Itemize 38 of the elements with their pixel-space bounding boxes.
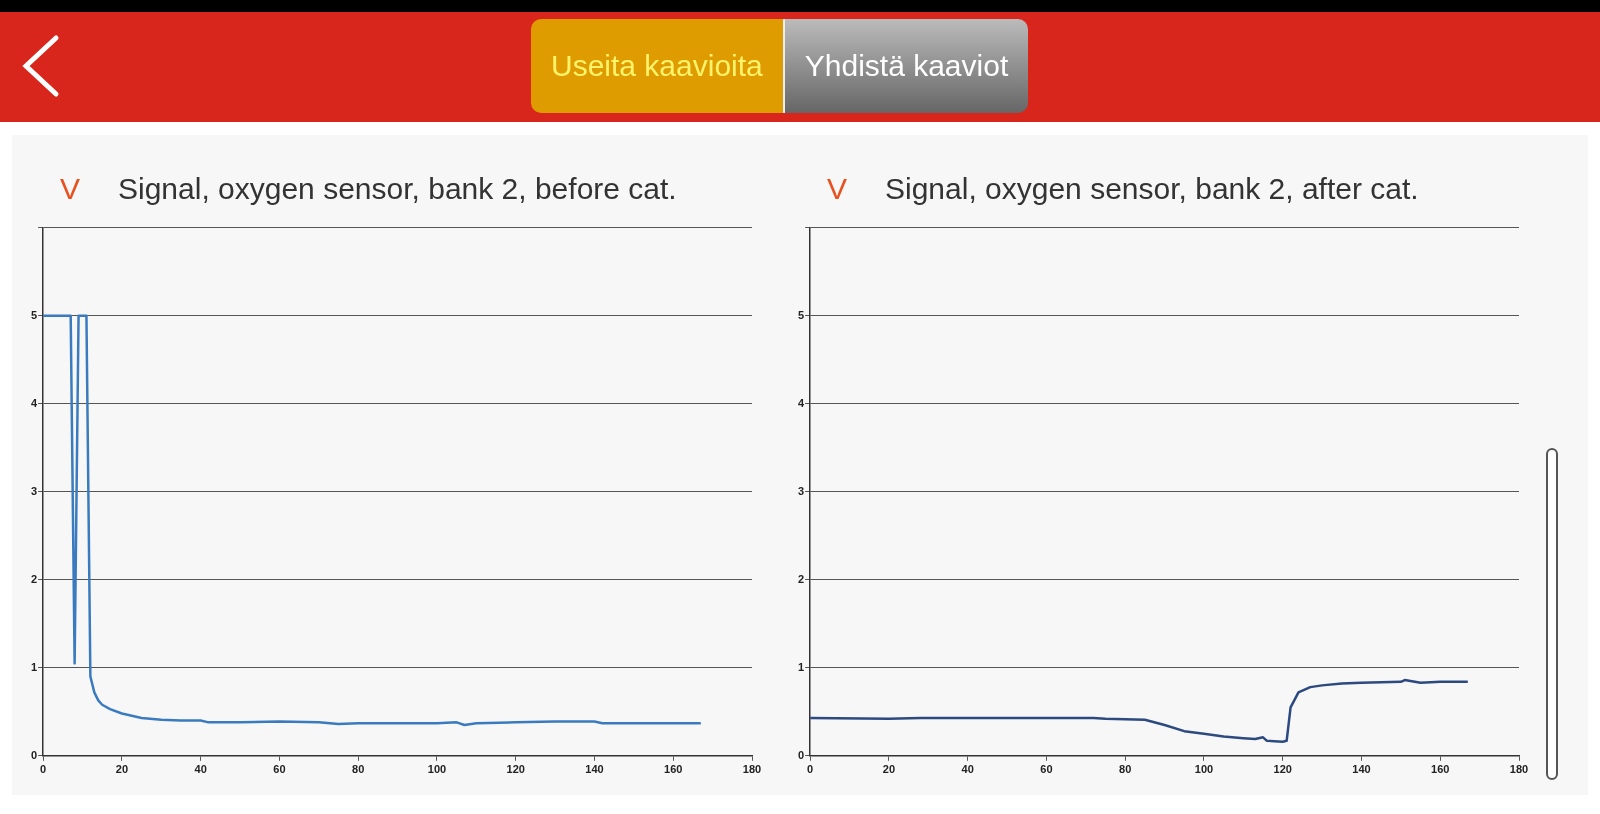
x-tick-label: 180 <box>1509 763 1529 776</box>
x-tick-label: 100 <box>1194 763 1214 776</box>
y-axis-title: V <box>60 172 81 206</box>
y-tick-label: 0 <box>30 748 38 761</box>
y-tick-label: 4 <box>30 396 38 409</box>
x-tick-label: 20 <box>115 763 129 776</box>
text: Yhdistä kaaviot <box>782 19 1029 113</box>
chart-title: Signal, oxygen sensor, bank 2, after cat. <box>885 172 1419 206</box>
y-tick-label: 2 <box>30 572 38 585</box>
y-tick-label: 3 <box>797 484 805 497</box>
x-tick-label: 0 <box>40 763 47 776</box>
y-tick-label: 1 <box>30 660 38 673</box>
x-tick-label: 160 <box>1431 763 1450 776</box>
x-tick-label: 40 <box>961 763 974 776</box>
x-tick-label: 160 <box>664 763 683 776</box>
x-tick-label: 20 <box>882 763 896 776</box>
x-tick-label: 100 <box>427 763 447 776</box>
chart-title: Signal, oxygen sensor, bank 2, before cat. <box>118 172 677 206</box>
x-tick-label: 120 <box>1273 763 1292 776</box>
x-tick-label: 80 <box>352 763 365 776</box>
x-tick-label: 0 <box>807 763 814 776</box>
x-tick-label: 60 <box>273 763 286 776</box>
y-tick-label: 0 <box>797 748 805 761</box>
y-tick-label: 2 <box>797 572 805 585</box>
x-tick-label: 140 <box>1352 763 1371 776</box>
x-tick-label: 60 <box>1040 763 1053 776</box>
y-tick-label: 5 <box>797 308 805 321</box>
y-axis-title: V <box>827 172 848 206</box>
y-tick-label: 1 <box>797 660 805 673</box>
x-tick-label: 80 <box>1119 763 1132 776</box>
y-tick-label: 4 <box>797 396 805 409</box>
x-tick-label: 140 <box>585 763 604 776</box>
x-tick-label: 40 <box>194 763 207 776</box>
y-tick-label: 5 <box>30 308 38 321</box>
x-tick-label: 180 <box>742 763 762 776</box>
text: Useita kaavioita <box>531 19 783 113</box>
y-tick-label: 3 <box>30 484 38 497</box>
x-tick-label: 120 <box>506 763 525 776</box>
